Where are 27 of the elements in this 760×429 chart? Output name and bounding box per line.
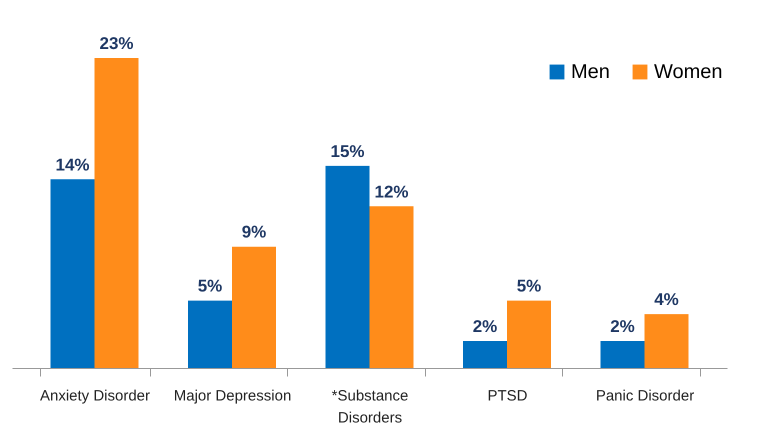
x-tick-label: Major Depression bbox=[174, 388, 292, 404]
data-label: 12% bbox=[374, 182, 409, 202]
bar bbox=[232, 246, 276, 368]
data-label: 5% bbox=[516, 276, 542, 296]
x-tick-label: Panic Disorder bbox=[596, 388, 694, 404]
data-label: 14% bbox=[55, 155, 90, 174]
data-label: 4% bbox=[654, 290, 679, 310]
data-label: 2% bbox=[472, 317, 498, 336]
bar bbox=[507, 300, 551, 368]
data-label: 2% bbox=[610, 317, 635, 336]
data-label: 15% bbox=[330, 142, 365, 161]
bar bbox=[188, 300, 232, 368]
x-tick-label: Anxiety Disorder bbox=[40, 388, 150, 404]
bar bbox=[94, 58, 138, 368]
bar bbox=[50, 179, 94, 368]
bar bbox=[463, 341, 507, 368]
x-tick-label: *Substance Disorders bbox=[332, 388, 408, 426]
bar bbox=[370, 206, 414, 368]
bar bbox=[644, 314, 688, 368]
data-label: 23% bbox=[99, 34, 134, 53]
legend-label: Men bbox=[571, 61, 610, 83]
data-label: 9% bbox=[242, 222, 266, 242]
legend-label: Women bbox=[654, 61, 723, 83]
data-label: 5% bbox=[198, 276, 222, 296]
bar bbox=[600, 341, 644, 368]
bar bbox=[326, 166, 370, 368]
x-tick-label: PTSD bbox=[487, 388, 528, 404]
